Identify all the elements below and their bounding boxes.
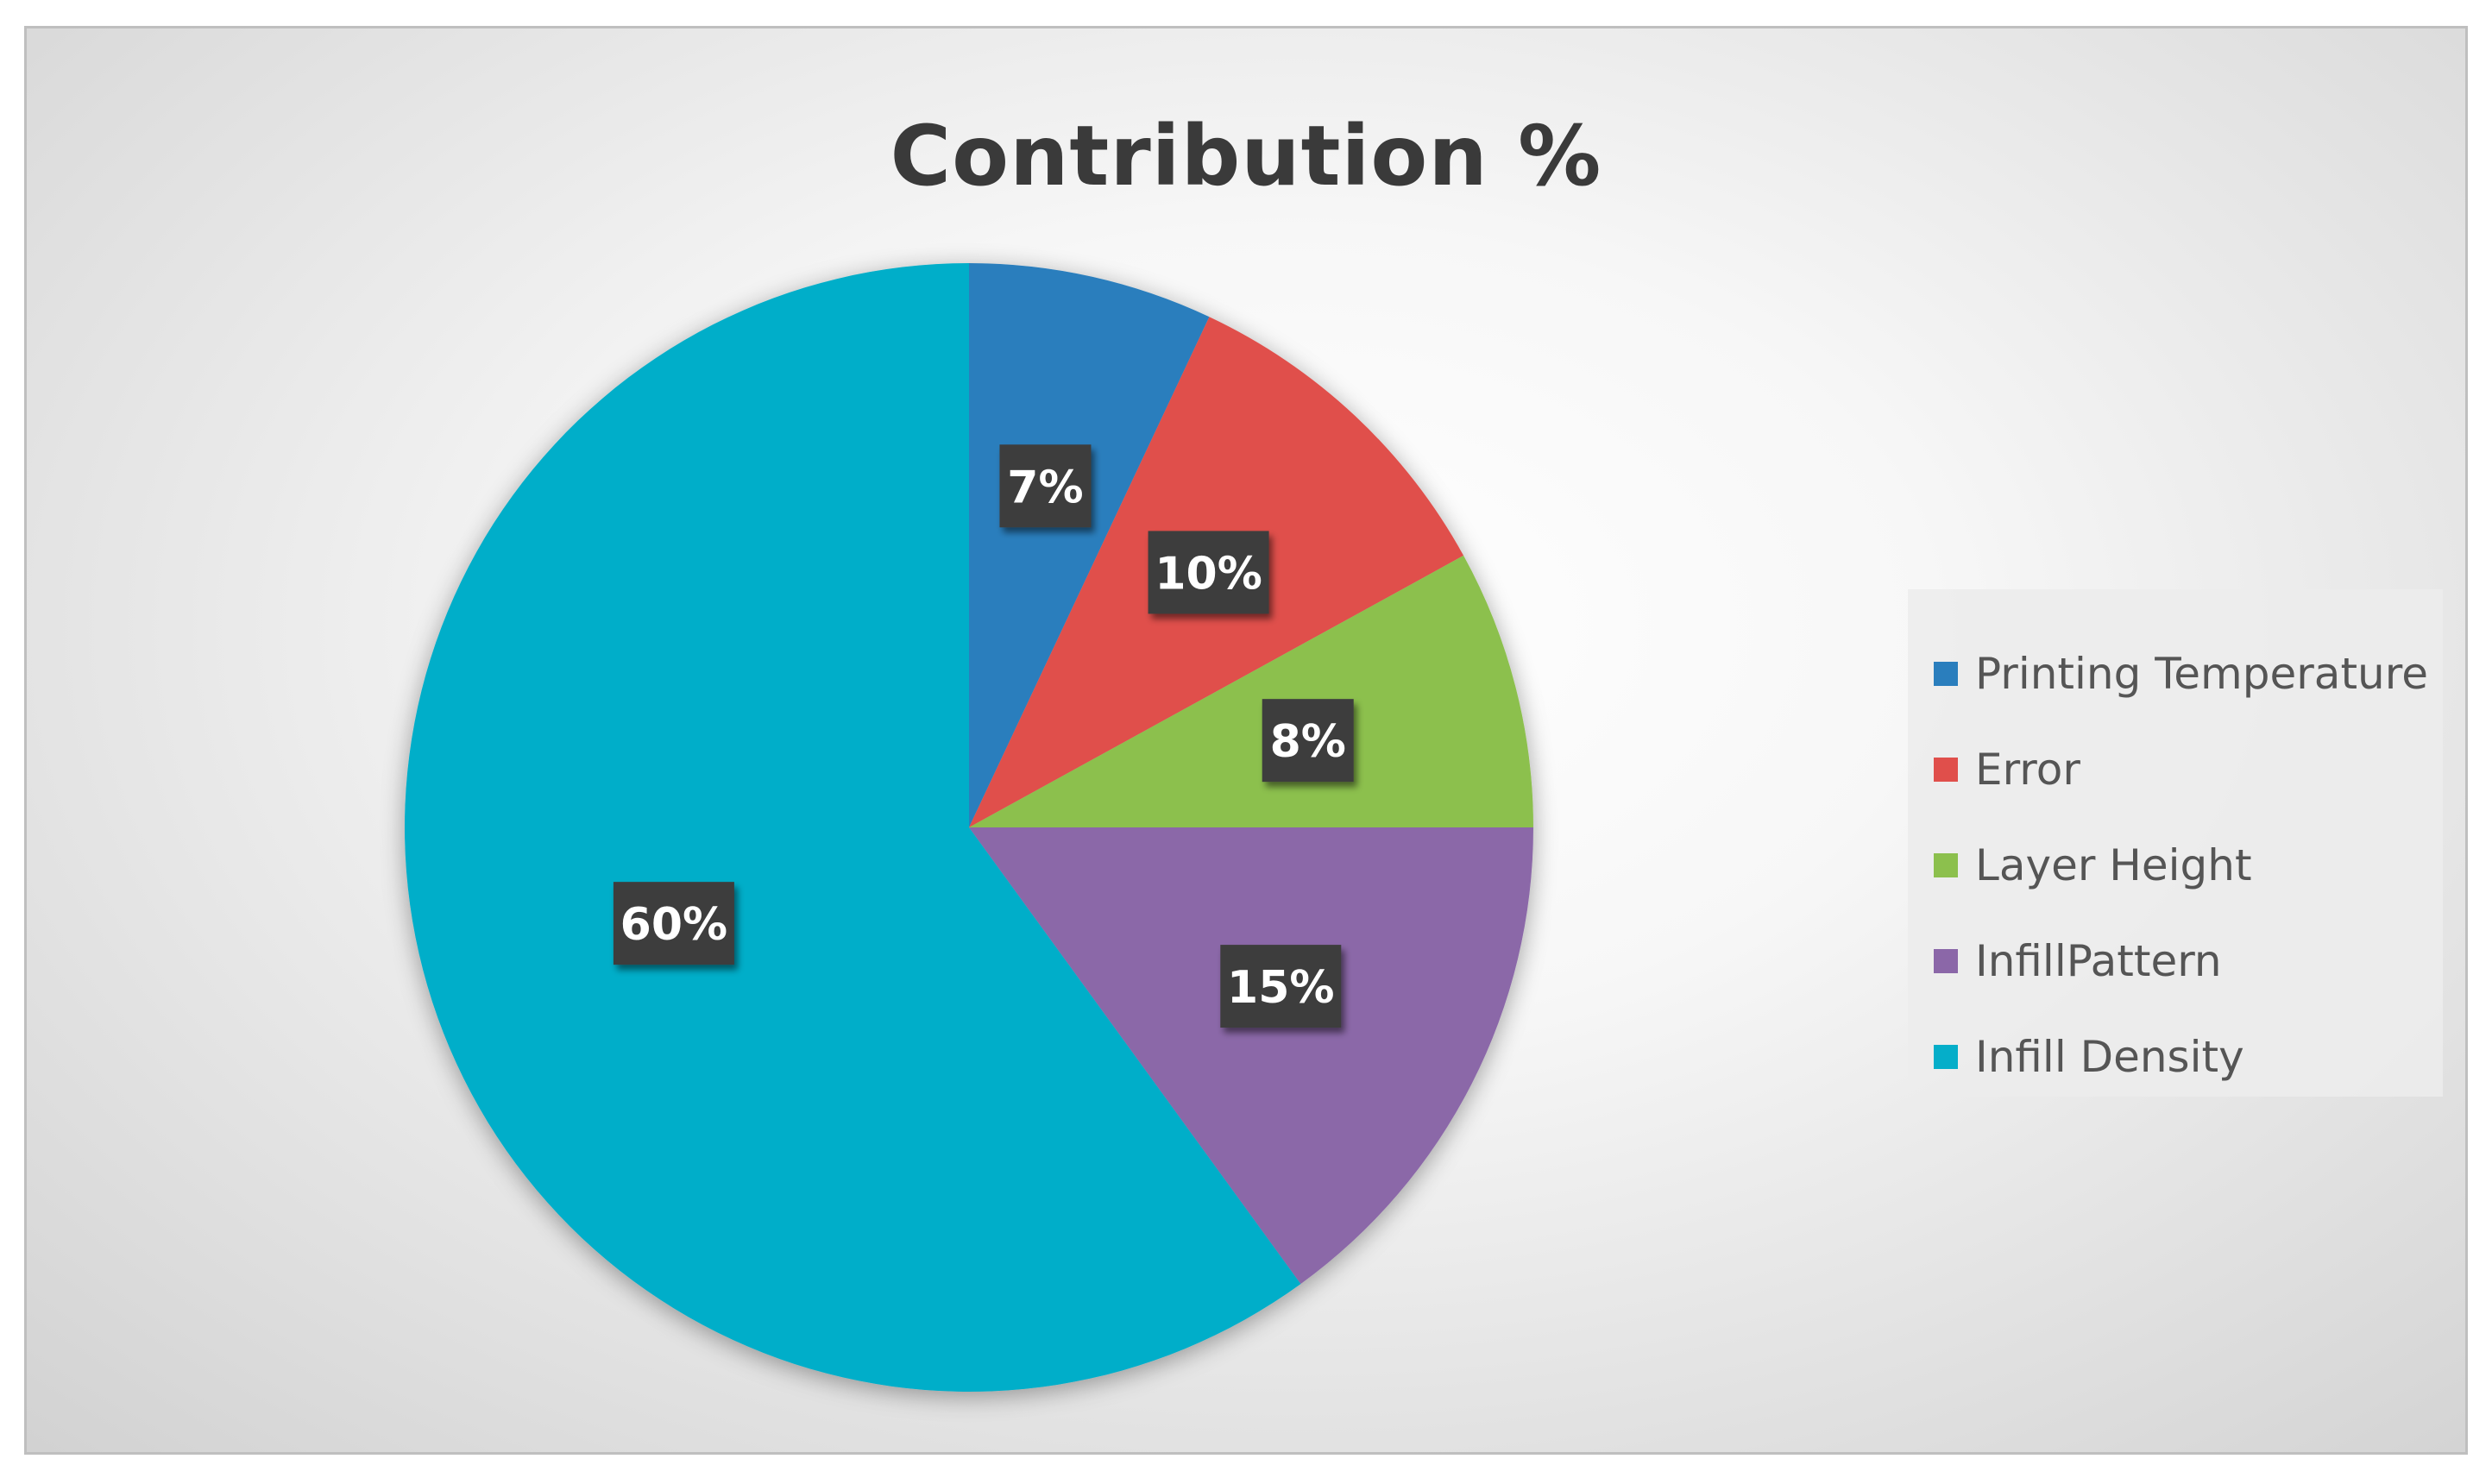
data-label-text: 7%: [1007, 462, 1083, 513]
chart-title: Contribution %: [890, 108, 1602, 204]
data-label-box: [999, 444, 1092, 528]
chart-frame: Contribution % 7% 10% 8% 15% 60% Printing Te…: [24, 26, 2468, 1455]
legend-item-printing-temperature: Printing Temperature: [1934, 626, 2443, 721]
legend-label: InfillPattern: [1975, 935, 2222, 986]
data-label-printing-temperature: 7%: [999, 444, 1092, 528]
data-label-error: 10%: [1148, 531, 1269, 614]
pie-slice-printing-temperature: [969, 263, 1210, 827]
legend-item-infillpattern: InfillPattern: [1934, 913, 2443, 1009]
legend: Printing Temperature Error Layer Height Inf…: [1908, 589, 2443, 1097]
data-label-infill-density: 60%: [613, 882, 734, 965]
data-label-box: [613, 882, 734, 965]
data-label-box: [1148, 531, 1269, 614]
pie-slice-layer-height: [969, 555, 1534, 827]
legend-swatch: [1934, 661, 1958, 686]
data-label-text: 60%: [620, 899, 727, 951]
pie-slice-infill-density: [405, 263, 1301, 1392]
legend-label: Layer Height: [1975, 839, 2252, 890]
data-label-layer-height: 8%: [1262, 699, 1354, 783]
legend-swatch: [1934, 852, 1958, 877]
data-label-infillpattern: 15%: [1220, 945, 1342, 1028]
legend-item-error: Error: [1934, 721, 2443, 817]
legend-swatch: [1934, 948, 1958, 973]
data-label-text: 8%: [1270, 716, 1346, 768]
data-label-text: 10%: [1155, 548, 1262, 600]
data-label-box: [1220, 945, 1342, 1028]
legend-swatch: [1934, 757, 1958, 782]
legend-swatch: [1934, 1044, 1958, 1069]
legend-item-infill-density: Infill Density: [1934, 1009, 2443, 1104]
legend-label: Error: [1975, 744, 2080, 795]
data-label-text: 15%: [1227, 962, 1334, 1014]
pie-chart: 7% 10% 8% 15% 60%: [405, 263, 1534, 1392]
pie-slice-infillpattern: [969, 827, 1533, 1285]
legend-label: Infill Density: [1975, 1031, 2244, 1082]
legend-label: Printing Temperature: [1975, 648, 2428, 699]
data-label-box: [1262, 699, 1354, 783]
legend-item-layer-height: Layer Height: [1934, 817, 2443, 913]
